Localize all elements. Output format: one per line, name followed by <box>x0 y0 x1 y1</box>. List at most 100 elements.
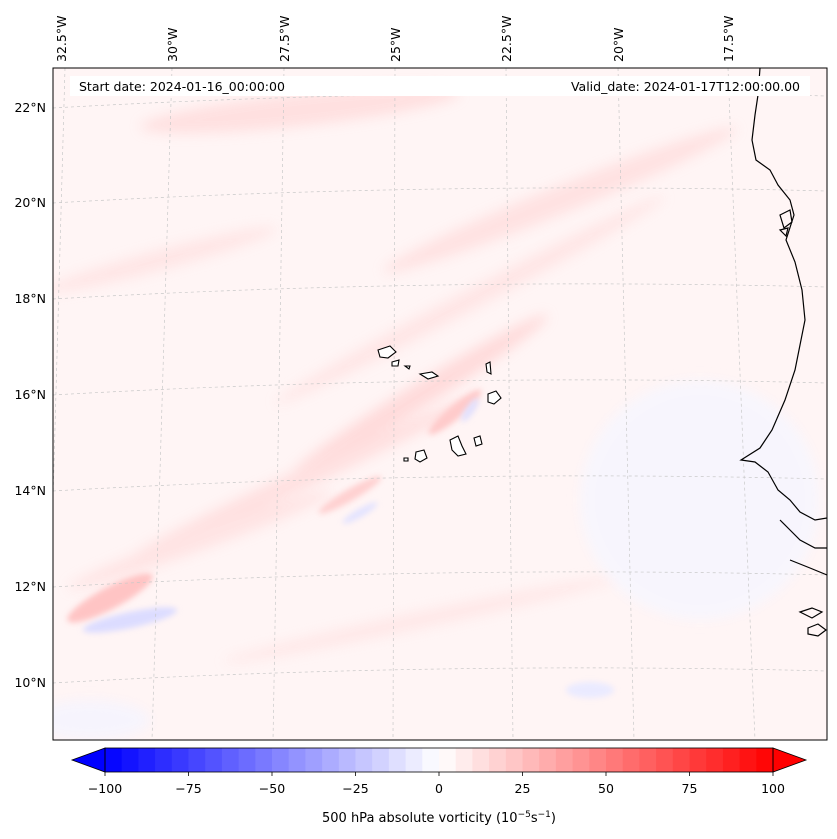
island-santa-luzia <box>403 365 411 370</box>
lat-label-16N: 16°N <box>14 387 46 402</box>
colorbar-segment <box>622 748 640 772</box>
island-santiago <box>449 435 467 457</box>
colorbar-segment <box>422 748 440 772</box>
colorbar-max-extend-arrow <box>772 747 808 773</box>
colorbar-segment <box>606 748 624 772</box>
lat-label-10N: 10°N <box>14 675 46 690</box>
banc-arguin-island <box>778 227 789 238</box>
lat-label-14N: 14°N <box>14 483 46 498</box>
colorbar-title: 500 hPa absolute vorticity (10−5s−1) <box>322 810 556 826</box>
positive-vorticity-core <box>428 389 482 435</box>
positive-vorticity-streak <box>68 491 332 589</box>
island-maio <box>473 435 483 447</box>
colorbar-segments <box>105 748 774 772</box>
colorbar-segment <box>338 748 356 772</box>
colorbar-tick-label: 50 <box>598 781 614 796</box>
map-frame <box>52 67 828 741</box>
colorbar-min-extend-arrow <box>70 747 106 773</box>
lon-label-22.5W: 22.5°W <box>499 16 514 62</box>
positive-vorticity-streak <box>140 86 460 134</box>
colorbar-segment <box>472 748 490 772</box>
valid-date-label: Valid_date: 2024-01-17T12:00:00.00 <box>571 79 800 94</box>
colorbar-segment <box>572 748 590 772</box>
colorbar-tick-label: 25 <box>515 781 531 796</box>
island-santo-antao <box>377 345 397 359</box>
bijagos-island <box>798 607 824 619</box>
colorbar-segment <box>639 748 657 772</box>
colorbar-segment <box>522 748 540 772</box>
colorbar-segment <box>155 748 173 772</box>
parallel-gridline <box>53 667 827 684</box>
parallel-gridline <box>53 187 827 204</box>
lat-label-12N: 12°N <box>14 579 46 594</box>
lon-label-32.5W: 32.5°W <box>54 16 69 62</box>
meridian-gridline <box>505 68 514 740</box>
colorbar-segment <box>706 748 724 772</box>
negative-vorticity-core <box>83 607 177 633</box>
lon-label-30W: 30°W <box>165 27 180 62</box>
colorbar-segment <box>188 748 206 772</box>
colorbar-segment <box>171 748 189 772</box>
colorbar: −100 −75 −50 −25 0 25 50 75 100 500 hPa … <box>70 747 808 826</box>
meridian-gridline <box>53 68 66 501</box>
colorbar-segment <box>388 748 407 772</box>
colorbar-segment <box>105 748 123 772</box>
colorbar-segment <box>505 748 523 772</box>
island-fogo <box>414 449 428 463</box>
parallel-gridline <box>53 571 827 588</box>
colorbar-segment <box>489 748 507 772</box>
colorbar-segment <box>656 748 674 772</box>
colorbar-segment <box>255 748 273 772</box>
colorbar-ticks: −100 −75 −50 −25 0 25 50 75 100 <box>88 781 785 796</box>
start-date-label: Start date: 2024-01-16_00:00:00 <box>79 79 285 94</box>
colorbar-segment <box>555 748 574 772</box>
negative-vorticity-core <box>461 398 479 422</box>
negative-vorticity-region <box>53 700 150 740</box>
cape-verde-islands <box>377 345 502 463</box>
meridian-gridline <box>151 68 173 740</box>
colorbar-segment <box>288 748 306 772</box>
colorbar-segment <box>205 748 223 772</box>
colorbar-tick-label: 75 <box>682 781 698 796</box>
colorbar-segment <box>355 748 373 772</box>
colorbar-tick-label: −75 <box>175 781 201 796</box>
colorbar-segment <box>305 748 323 772</box>
colorbar-segment <box>138 748 156 772</box>
banc-arguin-island <box>779 209 793 229</box>
parallel-gridline <box>53 379 827 396</box>
positive-vorticity-core <box>67 573 153 623</box>
meridian-gridline <box>617 68 635 740</box>
parallel-gridline <box>53 92 827 109</box>
colorbar-tick-label: 100 <box>761 781 785 796</box>
lat-label-18N: 18°N <box>14 291 46 306</box>
parallel-gridline <box>53 475 827 492</box>
coastlines <box>739 68 827 637</box>
colorbar-segment <box>238 748 256 772</box>
island-sao-vicente <box>391 359 400 367</box>
lat-label-22N: 22°N <box>14 100 46 115</box>
longitude-axis: 32.5°W 30°W 27.5°W 25°W 22.5°W 20°W 17.5… <box>54 16 736 62</box>
lat-label-20N: 20°N <box>14 195 46 210</box>
parallel-gridline <box>53 283 827 300</box>
colorbar-segment <box>739 748 757 772</box>
guinea-bissau-coast <box>789 559 827 576</box>
negative-vorticity-core <box>566 682 614 698</box>
lon-label-17.5W: 17.5°W <box>721 16 736 62</box>
colorbar-segment <box>439 748 457 772</box>
colorbar-segment <box>589 748 607 772</box>
bijagos-island <box>807 623 827 637</box>
negative-vorticity-region <box>580 380 820 620</box>
vorticity-anomalies <box>53 86 820 740</box>
colorbar-segment <box>722 748 741 772</box>
positive-vorticity-core <box>318 476 382 514</box>
island-sao-nicolau <box>418 371 440 380</box>
colorbar-tick-label: −25 <box>342 781 368 796</box>
colorbar-tick-label: −100 <box>88 781 122 796</box>
map-panel[interactable]: Start date: 2024-01-16_00:00:00 Valid_da… <box>30 67 828 741</box>
colorbar-tick-marks <box>104 772 774 776</box>
positive-vorticity-streak <box>224 577 616 663</box>
lon-label-20W: 20°W <box>611 27 626 62</box>
positive-vorticity-streak <box>275 196 665 404</box>
colorbar-tick-label: 0 <box>435 781 443 796</box>
island-sal <box>485 361 492 375</box>
